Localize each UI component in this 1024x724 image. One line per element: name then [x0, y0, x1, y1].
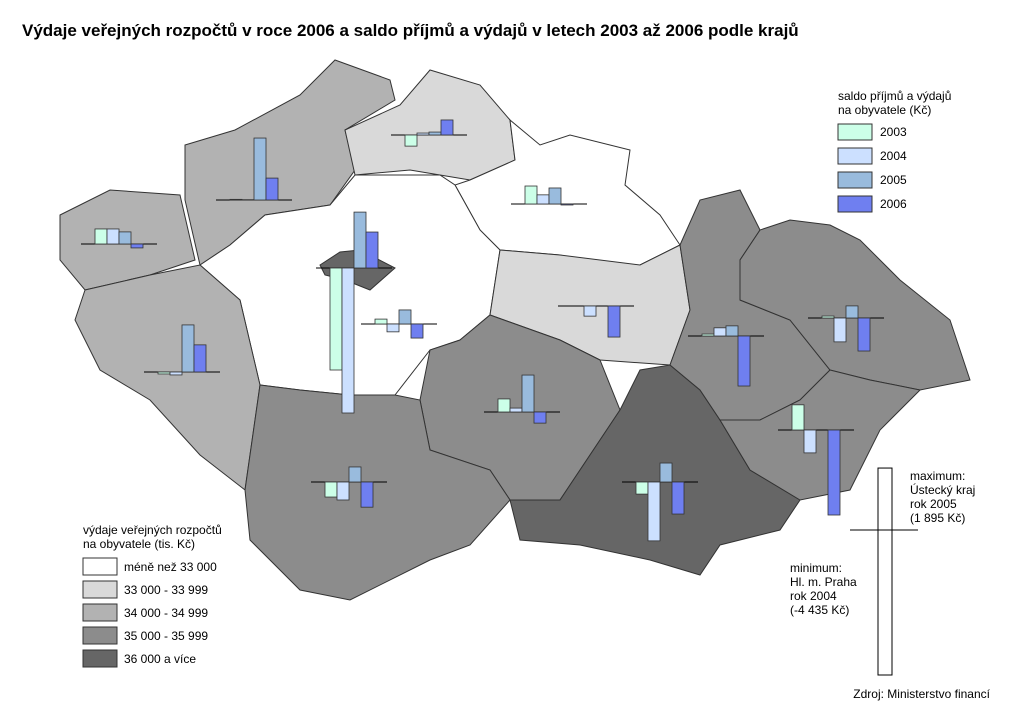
scale-min-label: rok 2004: [790, 589, 837, 603]
source: Zdroj: Ministerstvo financí: [853, 687, 990, 701]
scale-max-bar: [877, 467, 893, 531]
legend-label: 35 000 - 35 999: [124, 629, 208, 643]
bar: [169, 371, 183, 376]
legend-swatch: [82, 603, 118, 622]
bar: [118, 231, 132, 245]
scale-min-bar: [877, 529, 893, 676]
bar: [536, 194, 550, 205]
bar: [374, 318, 388, 325]
legend-swatch: [82, 557, 118, 576]
legend-swatch: [837, 123, 873, 141]
legend-title: na obyvatele (tis. Kč): [83, 537, 195, 551]
bar: [671, 481, 685, 515]
bar: [737, 335, 751, 387]
bar: [701, 333, 715, 337]
region: [719, 369, 922, 501]
bar: [365, 231, 379, 269]
legend-swatch: [82, 626, 118, 645]
bar: [659, 462, 673, 483]
legend-label: 33 000 - 33 999: [124, 583, 208, 597]
bar: [410, 323, 424, 339]
legend-label: méně než 33 000: [124, 560, 217, 574]
scale-max-label: maximum:: [910, 469, 965, 483]
bar: [428, 131, 442, 136]
legend-label: 2005: [880, 173, 907, 187]
bar: [647, 481, 661, 542]
legend-title: saldo příjmů a výdajů: [838, 89, 951, 103]
scale-max-label: rok 2005: [910, 497, 957, 511]
bar: [635, 481, 649, 495]
legend-title: na obyvatele (Kč): [838, 103, 931, 117]
bar: [329, 267, 343, 371]
bar: [583, 305, 597, 317]
bar: [193, 344, 207, 373]
legend-label: 2004: [880, 149, 907, 163]
bar: [360, 481, 374, 508]
bar: [336, 481, 350, 501]
scale-max-label: (1 895 Kč): [910, 511, 965, 525]
bar: [265, 177, 279, 201]
bar: [497, 398, 511, 413]
bar: [607, 305, 621, 338]
bar: [404, 134, 418, 147]
region: [739, 219, 971, 391]
bar: [341, 267, 355, 414]
scale-max-label: Ústecký kraj: [910, 482, 975, 497]
bar: [845, 305, 859, 319]
bar: [416, 132, 430, 136]
bar: [229, 198, 243, 201]
legend-swatch: [837, 195, 873, 213]
bar: [803, 429, 817, 454]
bar: [827, 429, 841, 516]
legend-label: 2003: [880, 125, 907, 139]
bar: [791, 404, 805, 431]
legend-label: 2006: [880, 197, 907, 211]
legend-swatch: [82, 649, 118, 668]
bar: [181, 324, 195, 373]
bar: [440, 119, 454, 136]
bar: [130, 243, 144, 249]
bar: [521, 374, 535, 413]
title: Výdaje veřejných rozpočtů v roce 2006 a …: [22, 21, 799, 40]
bar: [398, 309, 412, 325]
bar: [353, 211, 367, 269]
scale-min-label: (-4 435 Kč): [790, 603, 849, 617]
bar: [157, 371, 171, 375]
legend-swatch: [837, 147, 873, 165]
legend-swatch: [82, 580, 118, 599]
legend-title: výdaje veřejných rozpočtů: [83, 523, 222, 537]
bar: [821, 315, 835, 319]
bar: [94, 228, 108, 245]
bar: [509, 407, 523, 413]
legend-label: 36 000 a více: [124, 652, 196, 666]
legend-swatch: [837, 171, 873, 189]
legend-label: 34 000 - 34 999: [124, 606, 208, 620]
bar: [713, 327, 727, 337]
bar: [106, 228, 120, 245]
bar: [833, 317, 847, 343]
bar: [725, 325, 739, 337]
scale-min-label: Hl. m. Praha: [790, 575, 857, 589]
bar: [548, 187, 562, 205]
bar: [857, 317, 871, 352]
bar: [560, 203, 574, 206]
bar: [348, 466, 362, 483]
bar: [533, 411, 547, 424]
bar: [324, 481, 338, 498]
scale-min-label: minimum:: [790, 561, 842, 575]
bar: [386, 323, 400, 333]
bar: [253, 137, 267, 201]
bar: [524, 185, 538, 205]
